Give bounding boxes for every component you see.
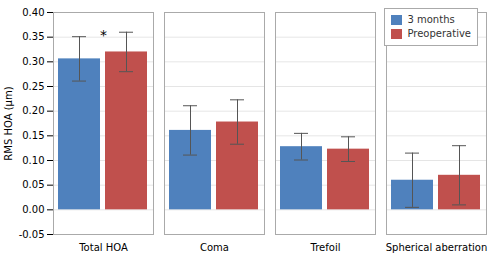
- html-text:3 months: 3 months: [407, 14, 455, 25]
- svg-text:-0.05: -0.05: [19, 229, 45, 240]
- svg-text:0.25: 0.25: [22, 81, 44, 92]
- svg-text:0.15: 0.15: [22, 130, 44, 141]
- svg-text:0.40: 0.40: [22, 7, 44, 18]
- svg-text:Trefoil: Trefoil: [310, 242, 341, 253]
- svg-text:0.35: 0.35: [22, 31, 44, 42]
- svg-text:Total HOA: Total HOA: [78, 242, 128, 253]
- svg-text:0.00: 0.00: [22, 204, 44, 215]
- svg-text:Coma: Coma: [200, 242, 229, 253]
- svg-text:RMS HOA (μm): RMS HOA (μm): [3, 86, 14, 160]
- svg-text:Spherical aberration: Spherical aberration: [386, 242, 488, 253]
- svg-text:0.30: 0.30: [22, 56, 44, 67]
- html-text:Preoperative: Preoperative: [407, 28, 471, 39]
- svg-text:0.20: 0.20: [22, 105, 44, 116]
- svg-text:0.05: 0.05: [22, 179, 44, 190]
- svg-text:*: *: [100, 27, 107, 43]
- svg-text:0.10: 0.10: [22, 155, 44, 166]
